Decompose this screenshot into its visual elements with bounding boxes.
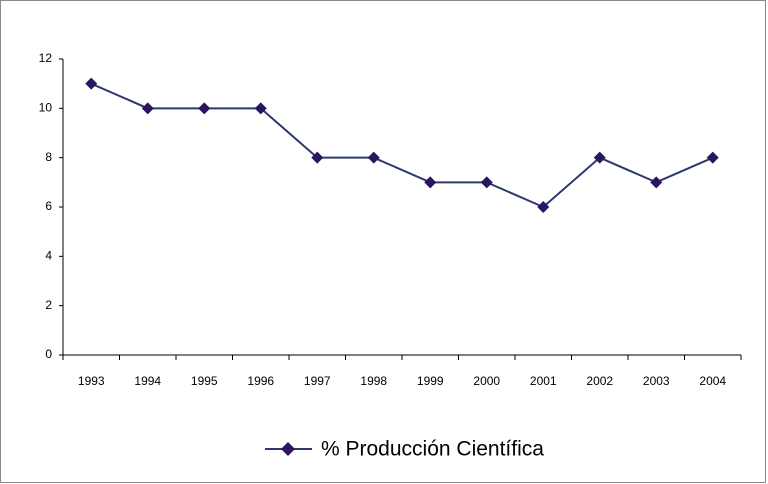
x-tick-label: 2002 — [586, 374, 613, 388]
legend-label: % Producción Científica — [321, 438, 544, 461]
y-tick-label: 2 — [45, 298, 52, 312]
x-tick-label: 2004 — [699, 374, 726, 388]
x-tick-label: 2000 — [473, 374, 500, 388]
y-tick-label: 10 — [39, 101, 53, 115]
series-line — [90, 82, 714, 209]
point-marker — [650, 176, 663, 189]
point-marker — [198, 102, 211, 115]
x-tick-label: 1998 — [360, 374, 387, 388]
y-tick-label: 6 — [45, 199, 52, 213]
x-tick-label: 1994 — [134, 374, 161, 388]
x-tick-label: 2003 — [643, 374, 670, 388]
x-tick-label: 1999 — [417, 374, 444, 388]
y-tick-label: 4 — [45, 249, 52, 263]
y-tick-label: 12 — [39, 51, 53, 65]
point-marker — [311, 151, 324, 164]
point-marker — [593, 151, 606, 164]
point-marker — [367, 151, 380, 164]
y-tick-label: 0 — [45, 347, 52, 361]
point-marker — [141, 102, 154, 115]
x-tick-label: 1993 — [78, 374, 105, 388]
x-tick-label: 1997 — [304, 374, 331, 388]
legend-marker — [281, 442, 295, 456]
point-marker — [480, 176, 493, 189]
x-tick-label: 1995 — [191, 374, 218, 388]
y-tick-label: 8 — [45, 150, 52, 164]
point-marker — [537, 201, 550, 213]
point-marker — [706, 151, 719, 164]
x-tick-label: 2001 — [530, 374, 557, 388]
point-marker — [424, 176, 437, 189]
point-marker — [254, 102, 267, 115]
point-marker — [85, 77, 98, 90]
x-tick-label: 1996 — [247, 374, 274, 388]
